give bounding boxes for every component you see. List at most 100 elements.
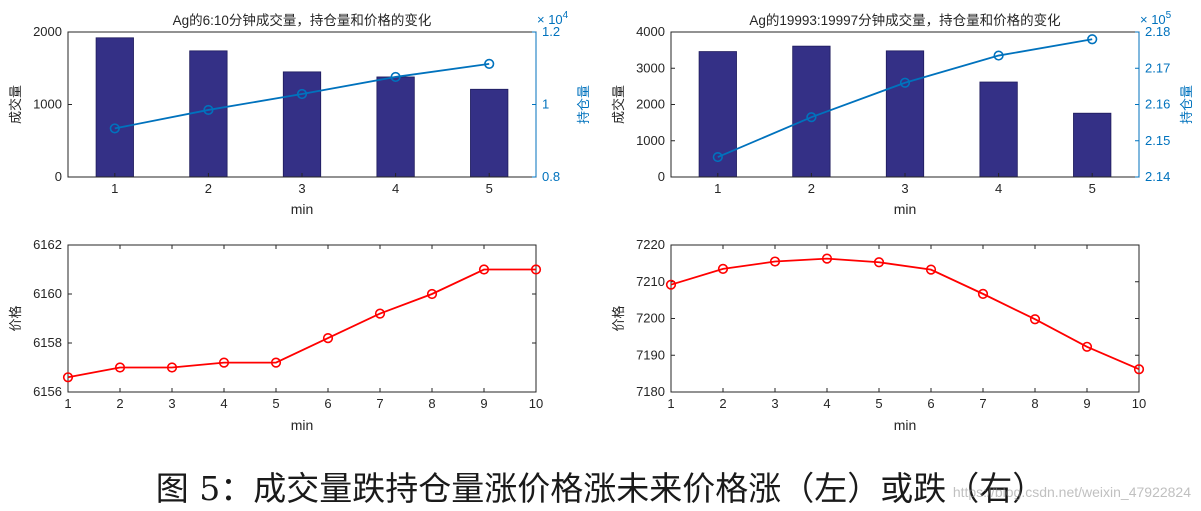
price-left-price-point	[166, 362, 178, 373]
vol-oi-right-title: Ag的19993:19997分钟成交量，持仓量和价格的变化	[749, 12, 1060, 28]
vol-oi-right-x-tick-label: 1	[714, 181, 721, 196]
price-left-price-point	[530, 264, 542, 275]
vol-oi-left-volume-bar	[470, 88, 509, 178]
figure-caption: 图 5：成交量跌持仓量涨价格涨未来价格涨（左）或跌（右）	[155, 469, 1046, 508]
vol-oi-right-y-tick-label-right: 2.14	[1145, 169, 1170, 184]
vol-oi-left-y-tick-label-right: 1.2	[542, 24, 560, 39]
price-right-price-line	[670, 257, 1140, 371]
vol-oi-right-oi-point	[1087, 34, 1098, 45]
vol-oi-left-oi-point	[296, 88, 308, 100]
price-left-x-tick-label: 6	[324, 396, 331, 411]
vol-oi-left-y-tick-label-right: 0.8	[542, 169, 560, 184]
price-left-price-point	[218, 357, 230, 368]
price-right-price-point	[873, 257, 885, 268]
vol-oi-right-volume-bar	[1073, 112, 1112, 178]
price-right-x-tick-label: 1	[667, 396, 674, 411]
price-left-x-tick-label: 4	[220, 396, 227, 411]
vol-oi-right-x-tick-label: 2	[808, 181, 815, 196]
vol-oi-left-ylabel-left: 成交量	[8, 85, 23, 124]
price-right-x-tick-label: 4	[823, 396, 830, 411]
price-left-xlabel: min	[291, 417, 314, 433]
price-left-ylabel: 价格	[8, 305, 23, 331]
vol-oi-right-volume-bar	[979, 81, 1018, 178]
price-right-ylabel: 价格	[611, 305, 626, 331]
vol-oi-left-volume-bar	[376, 76, 415, 178]
price-left-price-point	[374, 308, 386, 319]
price-left-price-point	[426, 288, 438, 300]
vol-oi-right-volume-bar	[885, 50, 925, 178]
vol-oi-left-right-exponent: × 104	[537, 10, 569, 27]
vol-oi-left-oi-line	[114, 63, 490, 130]
vol-oi-right-oi-point	[993, 50, 1004, 61]
vol-oi-left-x-tick-label: 5	[486, 181, 493, 196]
price-right-price-point	[925, 264, 937, 275]
vol-oi-right-x-tick-label: 4	[995, 181, 1002, 196]
vol-oi-right-oi-point	[712, 151, 723, 163]
vol-oi-right-oi-point	[806, 112, 817, 123]
vol-oi-right-y-tick-label-right: 2.15	[1145, 133, 1170, 148]
vol-oi-left-oi-point	[203, 104, 214, 116]
vol-oi-right-y-tick-label-left: 4000	[636, 24, 665, 39]
vol-oi-right-y-tick-label-right: 2.16	[1145, 97, 1170, 112]
vol-oi-left-y-tick-label-left: 0	[55, 169, 62, 184]
price-right-x-tick-label: 8	[1031, 396, 1038, 411]
vol-oi-left-oi-point	[484, 58, 495, 70]
price-left-price-point	[114, 362, 126, 373]
price-right-y-tick-label: 7220	[636, 237, 665, 252]
price-right-x-tick-label: 6	[927, 396, 934, 411]
price-right-price-point	[1029, 314, 1041, 325]
price-left-y-tick-label: 6158	[33, 335, 62, 350]
price-right-x-tick-label: 10	[1132, 396, 1146, 411]
vol-oi-right-y-tick-label-left: 1000	[636, 133, 665, 148]
vol-oi-left-x-tick-label: 4	[392, 181, 399, 196]
vol-oi-right-y-tick-label-right: 2.17	[1145, 60, 1170, 75]
price-right-y-tick-label: 7200	[636, 311, 665, 326]
vol-oi-right-y-tick-label-left: 2000	[636, 97, 665, 112]
vol-oi-left-xlabel: min	[291, 201, 314, 217]
price-right-price-point	[769, 256, 781, 267]
price-left-x-tick-label: 8	[428, 396, 435, 411]
vol-oi-left-x-tick-label: 3	[298, 181, 305, 196]
vol-oi-right-xlabel: min	[894, 201, 917, 217]
vol-oi-left-y-tick-label-right: 1	[542, 97, 549, 112]
price-left-x-tick-label: 9	[480, 396, 487, 411]
price-left-x-tick-label: 10	[529, 396, 543, 411]
price-right-x-tick-label: 3	[771, 396, 778, 411]
vol-oi-right-y-tick-label-right: 2.18	[1145, 24, 1170, 39]
price-left-price-point	[322, 333, 334, 344]
price-right-xlabel: min	[894, 417, 917, 433]
vol-oi-right-ylabel-right: 持仓量	[1179, 85, 1194, 124]
vol-oi-left-volume-bar	[282, 71, 322, 178]
price-left-x-tick-label: 7	[376, 396, 383, 411]
price-left-x-tick-label: 2	[116, 396, 123, 411]
price-right-price-point	[665, 279, 677, 290]
price-left-price-point	[270, 357, 282, 368]
vol-oi-left-oi-point	[390, 71, 401, 83]
price-left-axes-box	[67, 244, 537, 393]
price-right-x-tick-label: 7	[979, 396, 986, 411]
vol-oi-right-volume-bar	[698, 51, 737, 178]
vol-oi-left-x-tick-label: 1	[111, 181, 118, 196]
vol-oi-right-x-tick-label: 3	[901, 181, 908, 196]
vol-oi-right-volume-bar	[792, 45, 831, 178]
vol-oi-left-y-tick-label-left: 1000	[33, 97, 62, 112]
vol-oi-left-volume-bar	[95, 37, 134, 178]
vol-oi-right-ylabel-left: 成交量	[611, 85, 626, 124]
vol-oi-left-y-tick-label-left: 2000	[33, 24, 62, 39]
vol-oi-right-y-tick-label-left: 3000	[636, 60, 665, 75]
price-right-y-tick-label: 7190	[636, 347, 665, 362]
price-left-x-tick-label: 3	[168, 396, 175, 411]
price-right-price-point	[1081, 341, 1093, 352]
price-left-x-tick-label: 5	[272, 396, 279, 411]
price-right-price-point	[1133, 364, 1145, 375]
price-right-y-tick-label: 7210	[636, 274, 665, 289]
vol-oi-right-oi-point	[899, 77, 911, 88]
price-left-y-tick-label: 6160	[33, 286, 62, 301]
vol-oi-right-right-exponent: × 105	[1140, 10, 1172, 27]
price-right-x-tick-label: 2	[719, 396, 726, 411]
vol-oi-right-oi-line	[717, 38, 1093, 158]
price-left-price-point	[478, 264, 490, 275]
price-right-y-tick-label: 7180	[636, 384, 665, 399]
price-left-y-tick-label: 6162	[33, 237, 62, 252]
vol-oi-right-y-tick-label-left: 0	[658, 169, 665, 184]
